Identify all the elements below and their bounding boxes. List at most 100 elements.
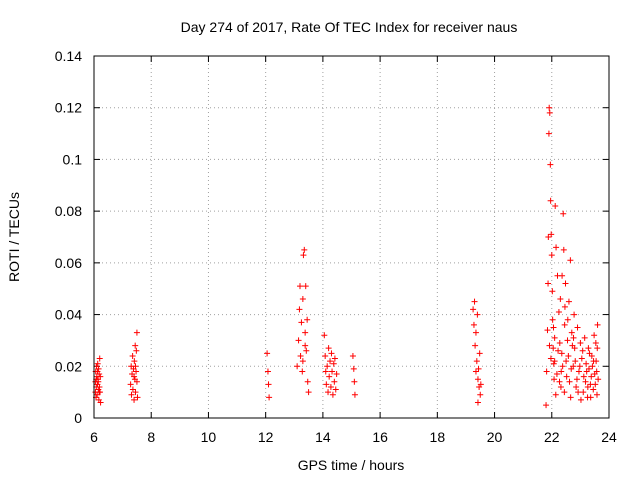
data-point bbox=[592, 381, 599, 388]
data-point bbox=[556, 340, 563, 347]
data-point bbox=[132, 389, 139, 396]
data-point bbox=[349, 352, 356, 359]
data-point bbox=[325, 345, 332, 352]
data-point bbox=[568, 329, 575, 336]
data-point bbox=[477, 381, 484, 388]
data-point bbox=[474, 399, 481, 406]
data-point bbox=[587, 394, 594, 401]
data-point bbox=[549, 316, 556, 323]
data-point bbox=[302, 329, 309, 336]
data-point bbox=[131, 358, 138, 365]
data-points bbox=[92, 104, 602, 409]
data-point bbox=[579, 347, 586, 354]
data-point bbox=[134, 394, 141, 401]
x-tick-label: 24 bbox=[601, 429, 617, 445]
data-point bbox=[133, 378, 140, 385]
x-tick-label: 6 bbox=[90, 429, 98, 445]
data-point bbox=[577, 340, 584, 347]
data-point bbox=[567, 257, 574, 264]
data-point bbox=[547, 355, 554, 362]
data-point bbox=[331, 378, 338, 385]
data-point bbox=[570, 334, 577, 341]
data-point bbox=[131, 396, 138, 403]
data-point bbox=[564, 337, 571, 344]
data-point bbox=[300, 252, 307, 259]
data-point bbox=[95, 378, 102, 385]
data-point bbox=[590, 386, 597, 393]
y-tick-label: 0.12 bbox=[55, 100, 82, 116]
data-point bbox=[132, 342, 139, 349]
data-point bbox=[549, 288, 556, 295]
data-point bbox=[474, 311, 481, 318]
x-tick-labels: 6 8 10 12 14 16 18 20 22 24 bbox=[90, 429, 617, 445]
data-point bbox=[326, 373, 333, 380]
data-point bbox=[564, 316, 571, 323]
data-point bbox=[327, 383, 334, 390]
data-point bbox=[477, 391, 484, 398]
data-point bbox=[552, 391, 559, 398]
data-point bbox=[565, 352, 572, 359]
data-point bbox=[322, 352, 329, 359]
data-point bbox=[573, 376, 580, 383]
data-point bbox=[94, 368, 101, 375]
data-point bbox=[350, 365, 357, 372]
data-point bbox=[592, 340, 599, 347]
data-point bbox=[545, 130, 552, 137]
data-point bbox=[96, 389, 103, 396]
y-tick-label: 0.1 bbox=[63, 151, 83, 167]
data-point bbox=[548, 231, 555, 238]
data-point bbox=[470, 321, 477, 328]
data-point bbox=[571, 311, 578, 318]
data-point bbox=[558, 350, 565, 357]
data-point bbox=[297, 283, 303, 290]
y-axis-label: ROTI / TECUs bbox=[6, 192, 22, 282]
x-tick-label: 14 bbox=[315, 429, 331, 445]
data-point bbox=[543, 368, 550, 375]
data-point bbox=[567, 394, 574, 401]
data-point bbox=[580, 373, 587, 380]
data-point bbox=[295, 337, 302, 344]
data-point bbox=[555, 308, 562, 315]
data-point bbox=[544, 327, 551, 334]
data-point bbox=[472, 342, 479, 349]
y-tick-label: 0.04 bbox=[55, 307, 82, 323]
x-axis-label: GPS time / hours bbox=[298, 457, 405, 473]
data-point bbox=[551, 334, 558, 341]
y-tick-labels: 0 0.02 0.04 0.06 0.08 0.1 0.12 0.14 bbox=[55, 48, 82, 426]
data-point bbox=[593, 391, 600, 398]
data-point bbox=[581, 334, 588, 341]
data-point bbox=[296, 306, 303, 313]
data-point bbox=[548, 252, 555, 259]
data-point bbox=[572, 358, 579, 365]
data-point bbox=[294, 363, 301, 370]
data-point bbox=[472, 329, 479, 336]
plot-frame bbox=[93, 55, 610, 419]
data-point bbox=[330, 360, 337, 367]
y-tick-label: 0.02 bbox=[55, 358, 82, 374]
data-point bbox=[302, 342, 309, 349]
data-point bbox=[582, 378, 589, 385]
data-point bbox=[561, 303, 568, 310]
data-point bbox=[129, 386, 136, 393]
axis-ticks bbox=[93, 55, 610, 419]
data-point bbox=[264, 350, 271, 357]
data-point bbox=[322, 368, 329, 375]
data-point bbox=[328, 350, 335, 357]
data-point bbox=[473, 358, 480, 365]
data-point bbox=[589, 363, 596, 370]
x-tick-label: 8 bbox=[147, 429, 155, 445]
data-point bbox=[555, 347, 562, 354]
data-point bbox=[590, 358, 597, 365]
data-point bbox=[323, 381, 330, 388]
data-point bbox=[584, 383, 591, 390]
data-point bbox=[297, 352, 304, 359]
data-point bbox=[97, 399, 104, 406]
data-point bbox=[557, 296, 564, 303]
data-point bbox=[332, 386, 339, 393]
data-point bbox=[551, 376, 558, 383]
chart-title: Day 274 of 2017, Rate Of TEC Index for r… bbox=[181, 19, 518, 35]
data-point bbox=[299, 368, 306, 375]
data-point bbox=[321, 332, 328, 339]
data-point bbox=[304, 316, 311, 323]
